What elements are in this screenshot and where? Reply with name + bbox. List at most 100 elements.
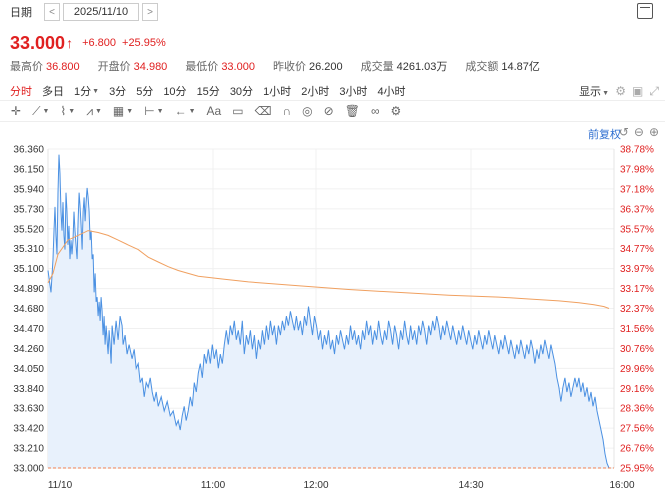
link-icon[interactable]: ∞ <box>370 104 380 118</box>
y-tick-right: 30.76% <box>620 344 654 355</box>
settings-icon[interactable]: ⚙ <box>615 84 627 98</box>
tab-5min[interactable]: 5分 <box>136 86 154 98</box>
y-tick-left: 34.050 <box>13 364 44 375</box>
tab-intraday[interactable]: 分时 <box>10 86 32 98</box>
display-menu[interactable]: 显示▼ <box>579 86 609 98</box>
y-tick-right: 37.98% <box>620 164 654 175</box>
chevron-down-icon: ▼ <box>92 87 100 95</box>
x-tick: 11:00 <box>201 480 226 491</box>
stat-high: 最高价 36.800 <box>10 61 80 73</box>
calendar-icon[interactable] <box>637 3 653 19</box>
pattern-icon[interactable]: ⩘ ▼ <box>86 103 102 118</box>
magnet-icon[interactable]: ∩ <box>282 104 292 118</box>
y-tick-right: 25.95% <box>620 464 654 475</box>
y-tick-right: 38.78% <box>620 145 654 156</box>
y-tick-left: 34.680 <box>13 304 44 315</box>
tab-15min[interactable]: 15分 <box>196 86 220 98</box>
x-tick: 16:00 <box>609 480 634 491</box>
tab-4hour[interactable]: 4小时 <box>377 86 406 98</box>
y-tick-left: 33.840 <box>13 384 44 395</box>
trendline-icon[interactable]: ⟋ ▼ <box>32 103 50 118</box>
y-tick-left: 35.520 <box>13 224 44 235</box>
y-tick-right: 29.96% <box>620 364 654 375</box>
left-axis: 36.360 36.150 35.940 35.730 35.520 35.310 35.1… <box>13 145 44 475</box>
eye-icon[interactable]: ◎ <box>302 104 313 118</box>
last-price: 33.000 <box>10 32 66 53</box>
x-tick: 11/10 <box>48 480 73 491</box>
crosshair-icon[interactable]: ✛ <box>11 104 22 118</box>
fib-icon[interactable]: ▦ ▼ <box>112 104 134 118</box>
y-tick-right: 28.36% <box>620 404 654 415</box>
stat-prev-close: 昨收价 26.200 <box>272 61 343 73</box>
stat-volume: 成交量 4261.03万 <box>360 61 448 73</box>
stats-row: 最高价 36.800 开盘价 34.980 最低价 33.000 昨收价 26.200 … <box>0 57 665 75</box>
next-date-button[interactable]: > <box>142 3 158 21</box>
x-tick: 14:30 <box>458 480 483 491</box>
tool-settings-icon[interactable]: ⚙ <box>390 104 402 118</box>
prev-date-button[interactable]: < <box>44 3 60 21</box>
right-axis: 38.78% 37.98% 37.18% 36.37% 35.57% 34.77% 33.9… <box>620 145 654 475</box>
y-tick-left: 33.210 <box>13 444 44 455</box>
stat-open: 开盘价 34.980 <box>97 61 168 73</box>
y-tick-right: 31.56% <box>620 324 654 335</box>
zoom-controls: ↺ ⊖ ⊕ <box>619 125 659 139</box>
date-input[interactable]: 2025/11/10 <box>63 3 139 21</box>
channel-icon[interactable]: ⌇ ▼ <box>60 104 76 118</box>
y-tick-left: 36.360 <box>13 145 44 156</box>
y-tick-left: 33.630 <box>13 404 44 415</box>
tab-3min[interactable]: 3分 <box>109 86 127 98</box>
up-arrow-icon: ↑ <box>66 35 74 51</box>
date-bar: 日期 < 2025/11/10 > <box>0 0 665 24</box>
date-label: 日期 <box>10 7 32 19</box>
y-tick-left: 34.470 <box>13 324 44 335</box>
top-right-tools: ⚙ ▣ ⤢ <box>615 84 659 99</box>
measure-icon[interactable]: ⊢ ▼ <box>144 104 164 118</box>
price-change: +6.800 <box>82 37 117 49</box>
camera-icon[interactable]: ▣ <box>632 84 644 98</box>
drawing-toolbar: ✛ ⟋ ▼ ⌇ ▼ ⩘ ▼ ▦ ▼ ⊢ ▼ ← ▼ Aa ▭ ⌫ ∩ ◎ ⊘ 🗑 ∞ ⚙ <box>0 100 665 122</box>
text-icon[interactable]: Aa <box>206 104 222 118</box>
tab-3hour[interactable]: 3小时 <box>339 86 368 98</box>
reset-icon[interactable]: ↺ <box>618 125 629 139</box>
arrow-icon[interactable]: ← ▼ <box>174 104 196 118</box>
y-tick-left: 35.310 <box>13 244 44 255</box>
tab-multiday[interactable]: 多日 <box>42 86 64 98</box>
price-change-pct: +25.95% <box>122 37 166 49</box>
y-tick-left: 34.260 <box>13 344 44 355</box>
y-tick-right: 33.17% <box>620 284 654 295</box>
hide-icon[interactable]: ⊘ <box>323 104 334 118</box>
y-tick-right: 26.76% <box>620 444 654 455</box>
x-axis: 11/10 11:00 12:00 14:30 16:00 <box>48 480 635 491</box>
x-tick: 12:00 <box>303 480 328 491</box>
zoom-out-icon[interactable]: ⊖ <box>633 125 644 139</box>
y-tick-left: 36.150 <box>13 164 44 175</box>
tab-1hour[interactable]: 1小时 <box>263 86 292 98</box>
note-icon[interactable]: ▭ <box>232 104 244 118</box>
y-tick-right: 29.16% <box>620 384 654 395</box>
price-line <box>47 154 610 469</box>
timeframe-tabs: 分时 多日 1分 ▼ 3分 5分 10分 15分 30分 1小时 2小时 3小时 … <box>0 82 665 100</box>
tab-1min[interactable]: 1分 <box>74 86 92 98</box>
tab-10min[interactable]: 10分 <box>163 86 187 98</box>
y-tick-right: 33.97% <box>620 264 654 275</box>
fullscreen-icon[interactable]: ⤢ <box>649 84 659 98</box>
tab-2hour[interactable]: 2小时 <box>301 86 330 98</box>
y-tick-left: 35.100 <box>13 264 44 275</box>
zoom-in-icon[interactable]: ⊕ <box>648 125 659 139</box>
y-tick-right: 27.56% <box>620 424 654 435</box>
y-tick-right: 32.37% <box>620 304 654 315</box>
y-tick-left: 35.730 <box>13 204 44 215</box>
price-area <box>48 154 609 468</box>
y-tick-right: 34.77% <box>620 244 654 255</box>
y-tick-right: 37.18% <box>620 184 654 195</box>
adjust-mode[interactable]: 前复权 <box>588 129 621 141</box>
tab-30min[interactable]: 30分 <box>229 86 254 98</box>
y-tick-left: 33.420 <box>13 424 44 435</box>
stat-low: 最低价 33.000 <box>185 61 255 73</box>
y-tick-right: 36.37% <box>620 204 654 215</box>
eraser-icon[interactable]: ⌫ <box>254 104 272 118</box>
trash-icon[interactable]: 🗑 <box>344 104 360 118</box>
quote-header: 33.000 ↑ +6.800 +25.95% <box>0 30 665 56</box>
y-tick-right: 35.57% <box>620 224 654 235</box>
